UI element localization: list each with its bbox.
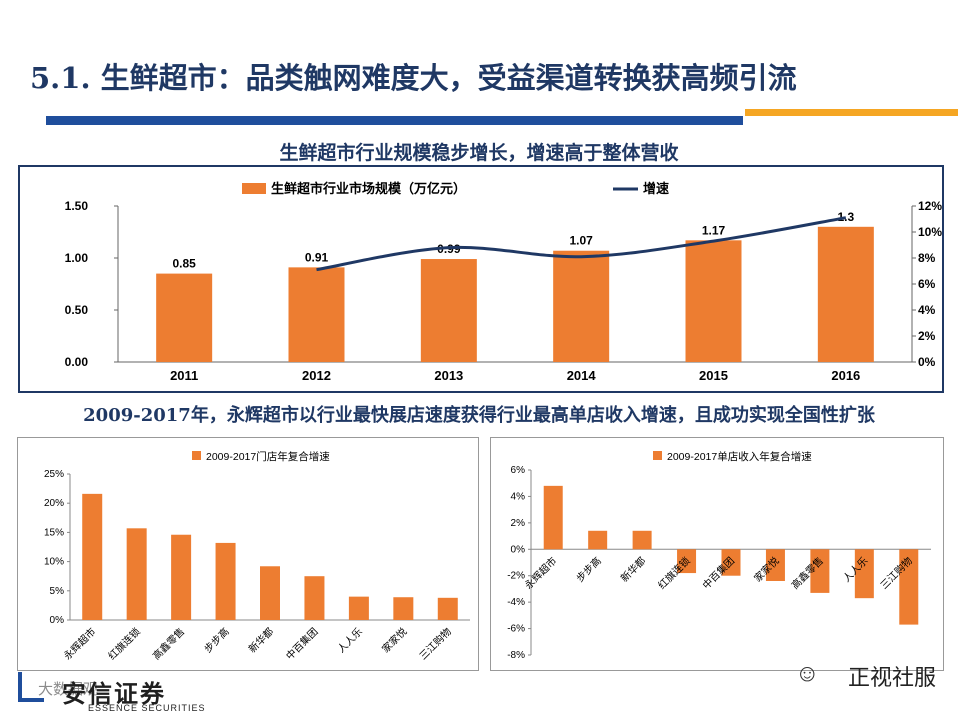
per-store-revenue-chart: -8%-6%-4%-2%0%2%4%6%永辉超市 步步高 新华都 红旗连锁 中百集团 家家… bbox=[507, 450, 931, 661]
y-tick-label: 25% bbox=[44, 469, 64, 480]
x-tick-label: 三江购物 bbox=[416, 625, 453, 662]
growth-bar bbox=[304, 576, 325, 620]
left-tick-label: 0.50 bbox=[65, 303, 89, 317]
y-tick-label: 5% bbox=[50, 586, 65, 597]
x-tick-label: 步步高 bbox=[201, 625, 231, 655]
bar-data-label: 0.91 bbox=[305, 250, 329, 264]
market-size-bar bbox=[553, 250, 610, 362]
x-tick-label: 永辉超市 bbox=[61, 625, 98, 662]
bar-data-label: 0.85 bbox=[172, 257, 196, 271]
growth-bar bbox=[854, 549, 874, 599]
x-tick-label: 家家悦 bbox=[379, 625, 409, 655]
growth-bar bbox=[437, 597, 458, 620]
y-tick-label: 20% bbox=[44, 498, 64, 509]
x-tick-label: 2013 bbox=[434, 368, 463, 383]
growth-bar bbox=[171, 534, 192, 620]
title-underline-blue bbox=[46, 116, 743, 125]
growth-rate-line bbox=[316, 216, 847, 272]
y-tick-label: 15% bbox=[44, 527, 64, 538]
x-tick-label: 新华都 bbox=[246, 625, 276, 655]
y-tick-label: 0% bbox=[50, 615, 65, 626]
growth-bar bbox=[82, 493, 103, 620]
right-tick-label: 4% bbox=[918, 303, 936, 317]
market-size-chart: 0.00 0.50 1.00 1.50 0% 2% 4% 6% 8% 10% 12% 0.85 2011… bbox=[65, 181, 943, 383]
growth-bar bbox=[632, 530, 652, 550]
market-size-bar bbox=[817, 226, 874, 362]
per-store-revenue-chart-frame: -8% -6% -4% -2% 0% 2% 4% 6% 永辉超市 步步高 新华都 红旗连锁 中百集团 家家… bbox=[490, 437, 944, 671]
bar-data-label: 1.17 bbox=[702, 223, 726, 237]
x-tick-label: 步步高 bbox=[573, 554, 603, 584]
x-tick-label: 中百集团 bbox=[283, 625, 320, 662]
top-chart-heading: 生鲜超市行业规模稳步增长，增速高于整体营收 bbox=[279, 142, 679, 164]
slide-title: 5.1. 生鲜超市：品类触网难度大，受益渠道转换获高频引流 bbox=[30, 61, 797, 95]
market-size-bar bbox=[420, 259, 477, 362]
x-tick-label: 永辉超市 bbox=[522, 554, 559, 591]
company-logo-name: 安信证券 bbox=[62, 681, 166, 708]
growth-bar bbox=[543, 485, 563, 550]
y-tick-label: 10% bbox=[44, 557, 64, 568]
x-tick-label: 2016 bbox=[831, 368, 860, 383]
y-tick-label: 4% bbox=[511, 491, 526, 502]
legend-label-market-size: 生鲜超市行业市场规模（万亿元） bbox=[271, 181, 466, 196]
legend-label: 2009-2017门店年复合增速 bbox=[206, 450, 330, 463]
growth-bar bbox=[126, 528, 147, 620]
right-tick-label: 6% bbox=[918, 277, 936, 291]
watermark-right: 正视社服 bbox=[848, 665, 937, 690]
legend-swatch-market-size bbox=[242, 183, 266, 194]
growth-bar bbox=[393, 597, 414, 620]
market-size-bar bbox=[288, 267, 345, 362]
y-tick-label: 0% bbox=[511, 544, 526, 555]
growth-bar bbox=[721, 549, 741, 576]
company-logo-english: ESSENCE SECURITIES bbox=[88, 703, 206, 713]
growth-bar bbox=[765, 549, 785, 581]
x-tick-label: 2012 bbox=[302, 368, 331, 383]
market-size-bar bbox=[685, 240, 742, 362]
title-underline-orange bbox=[745, 109, 958, 116]
y-tick-label: -2% bbox=[507, 571, 525, 582]
growth-bar bbox=[348, 596, 369, 620]
y-tick-label: 2% bbox=[511, 518, 526, 529]
legend-label-growth: 增速 bbox=[643, 181, 669, 196]
y-tick-label: -6% bbox=[507, 624, 525, 635]
y-tick-label: -4% bbox=[507, 597, 525, 608]
legend-label: 2009-2017单店收入年复合增速 bbox=[667, 450, 812, 463]
growth-bar bbox=[260, 566, 280, 620]
left-tick-label: 1.00 bbox=[65, 251, 89, 265]
x-tick-label: 人人乐 bbox=[335, 626, 365, 656]
growth-bar bbox=[215, 542, 236, 620]
left-tick-label: 1.50 bbox=[65, 199, 89, 213]
wechat-icon: ☺ bbox=[795, 660, 820, 687]
bottom-charts-heading: 2009-2017年，永辉超市以行业最快展店速度获得行业最高单店收入增速，且成功… bbox=[83, 405, 875, 426]
market-size-chart-frame: 0.00 0.50 1.00 1.50 0% 2% 4% 6% 8% 10% 12% 0.85 2011… bbox=[18, 165, 944, 393]
store-growth-chart: 0% 5% 10% 15% 20% 25% 永辉超市 红旗连锁 高鑫零售 步步高 新华都 中百集团 人人… bbox=[44, 450, 470, 662]
legend-swatch bbox=[653, 451, 662, 460]
watermark-left: 大数据观 bbox=[38, 681, 99, 698]
x-tick-label: 2011 bbox=[170, 368, 198, 383]
growth-bar bbox=[899, 549, 919, 625]
x-tick-label: 红旗连锁 bbox=[105, 625, 142, 662]
left-tick-label: 0.00 bbox=[65, 355, 89, 369]
bar-data-label: 1.3 bbox=[837, 210, 854, 224]
right-tick-label: 0% bbox=[918, 355, 936, 369]
right-tick-label: 8% bbox=[918, 251, 936, 265]
x-tick-label: 高鑫零售 bbox=[150, 625, 187, 662]
growth-bar bbox=[677, 549, 697, 574]
store-growth-chart-frame: 0% 5% 10% 15% 20% 25% 永辉超市 红旗连锁 高鑫零售 步步高 新华都 中百集团 人人… bbox=[17, 437, 479, 671]
legend-swatch bbox=[192, 451, 201, 460]
right-tick-label: 10% bbox=[918, 225, 942, 239]
growth-bar bbox=[810, 549, 830, 593]
bar-data-label: 1.07 bbox=[569, 234, 593, 248]
y-tick-label: 6% bbox=[511, 465, 526, 476]
x-tick-label: 新华都 bbox=[618, 554, 648, 584]
company-logo-mark bbox=[18, 672, 44, 702]
x-tick-label: 2014 bbox=[567, 368, 597, 383]
market-size-bar bbox=[156, 273, 213, 362]
x-tick-label: 2015 bbox=[699, 368, 728, 383]
growth-bar bbox=[588, 530, 608, 550]
right-tick-label: 2% bbox=[918, 329, 936, 343]
y-tick-label: -8% bbox=[507, 650, 525, 661]
right-tick-label: 12% bbox=[918, 199, 942, 213]
